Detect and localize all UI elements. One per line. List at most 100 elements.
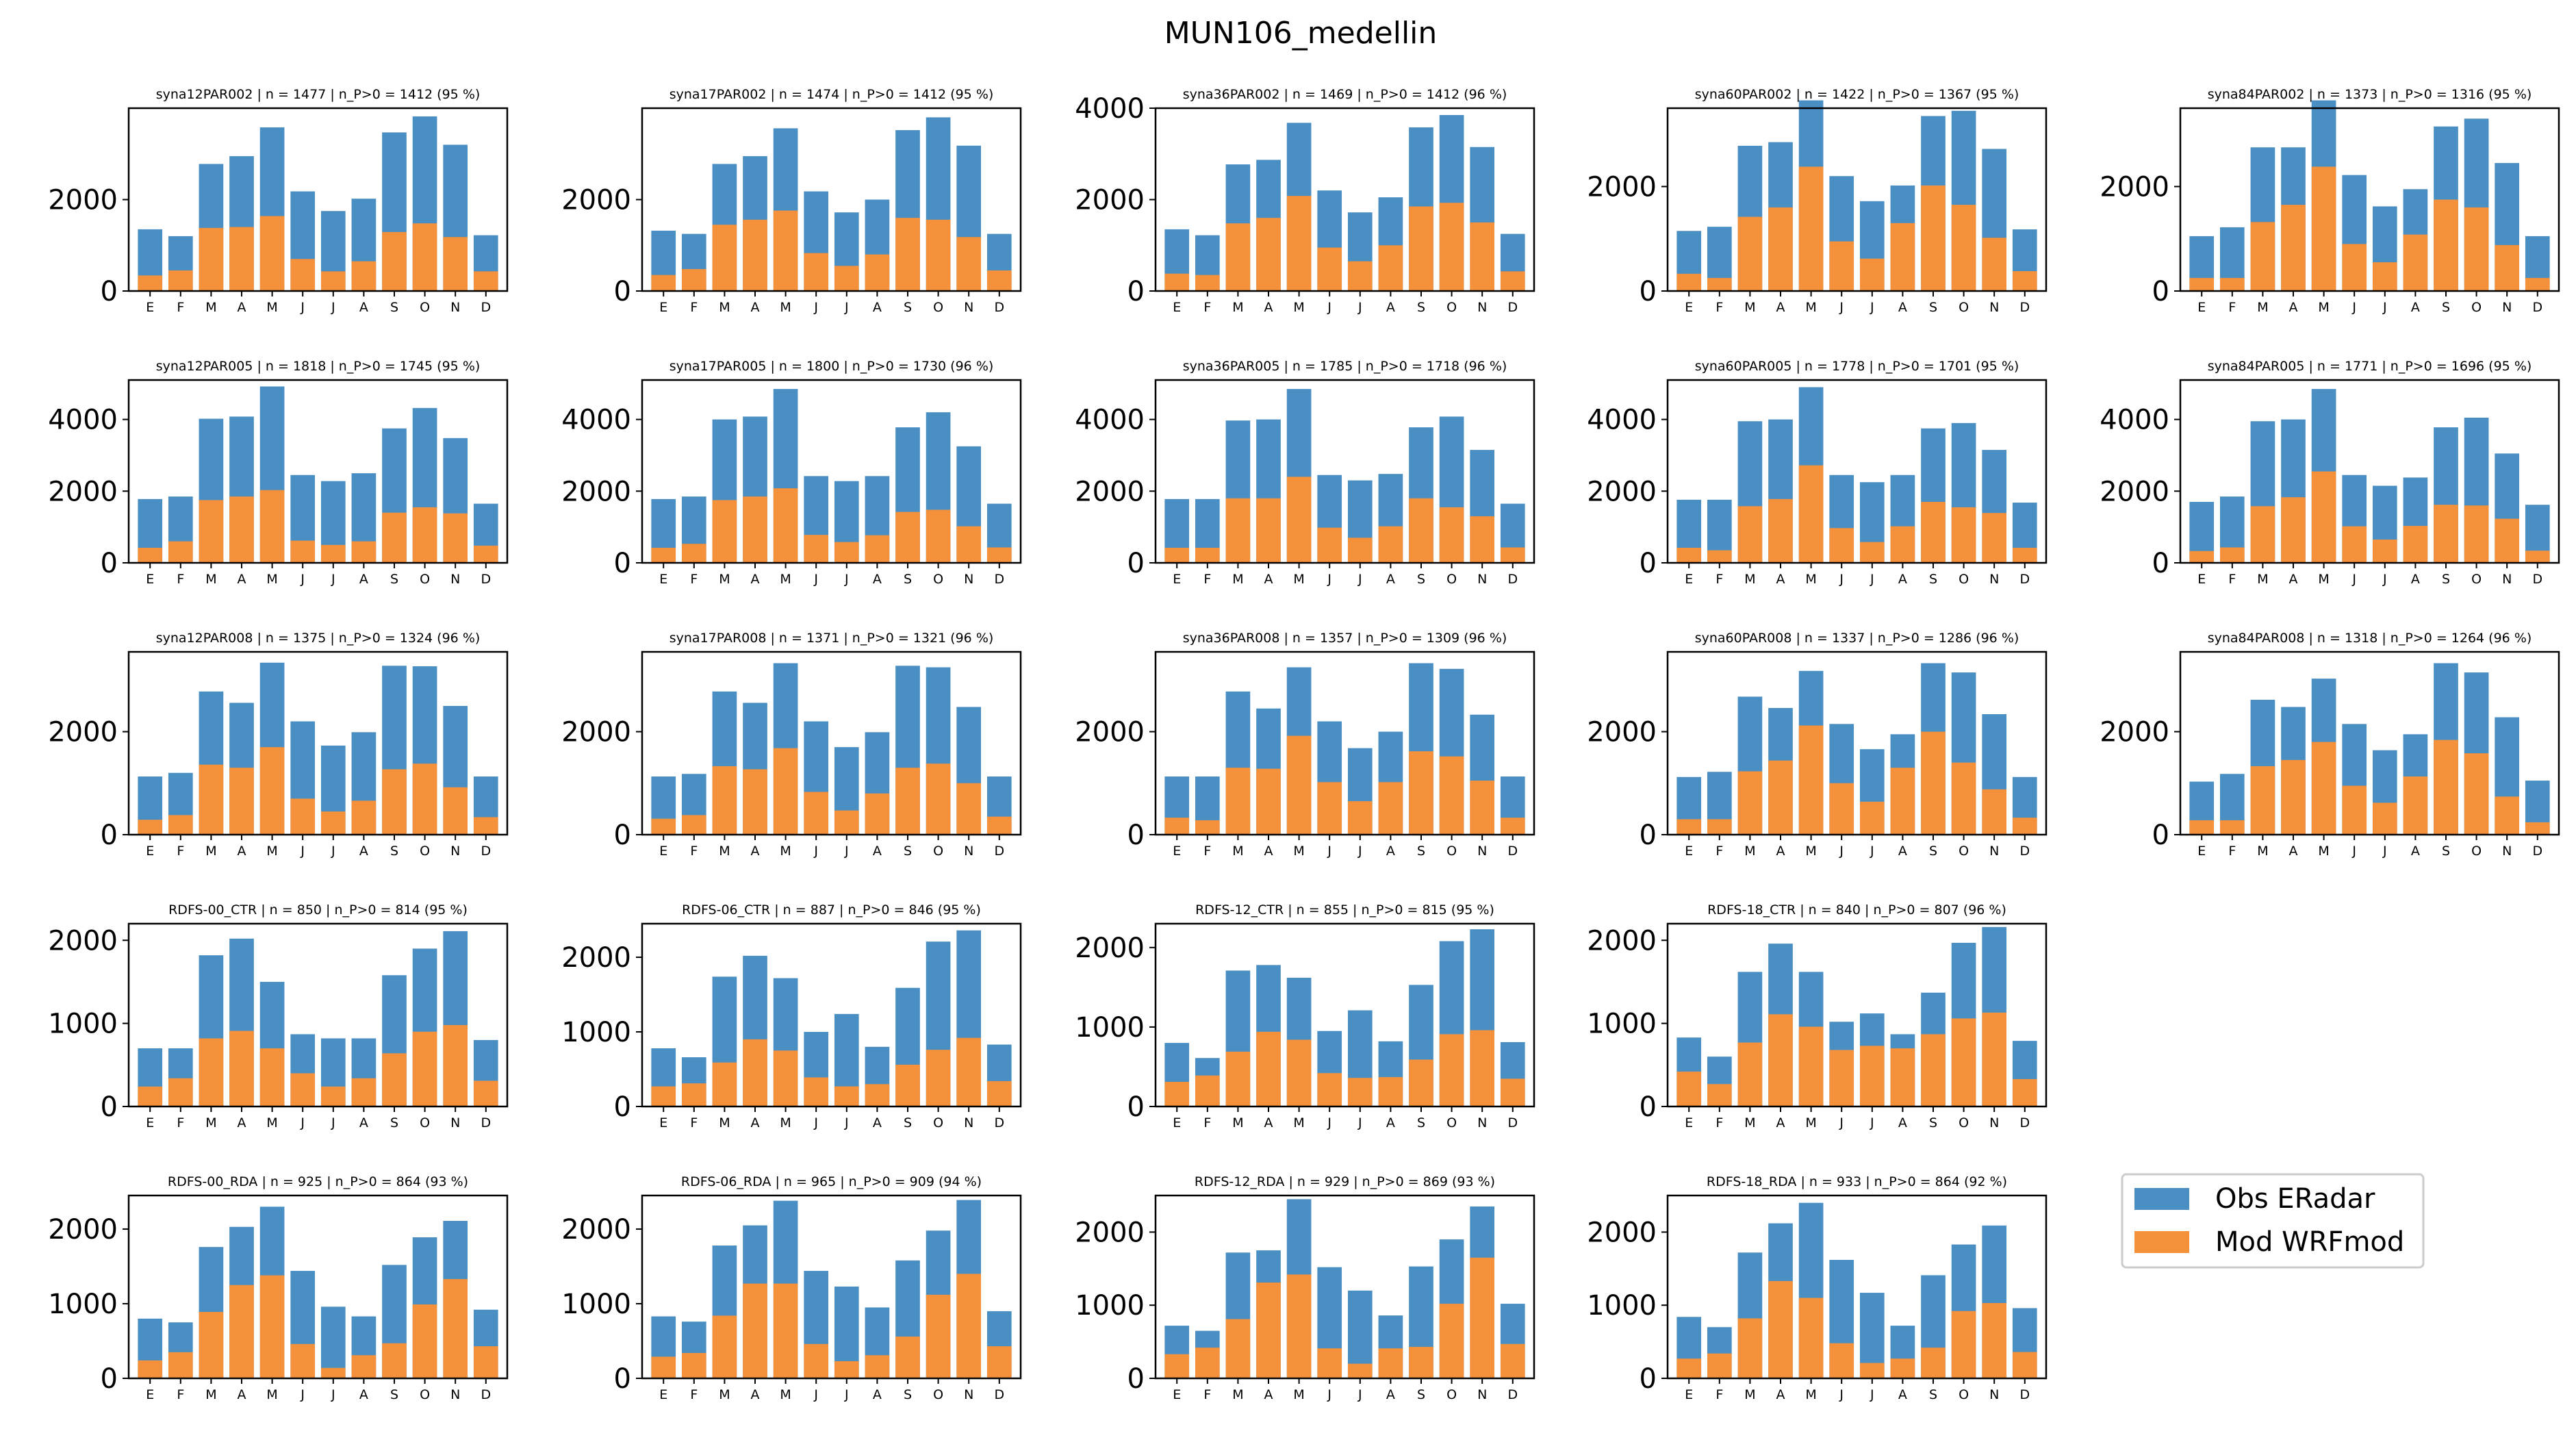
y-tick-label: 0 [1640, 1363, 1657, 1395]
x-tick-label: J [813, 1115, 818, 1130]
x-tick-label: J [331, 1387, 335, 1402]
bar-mod [1195, 820, 1220, 835]
bar-mod [926, 219, 951, 291]
bar-mod [199, 500, 224, 563]
x-tick-label: S [2442, 572, 2450, 587]
x-tick-label: A [1776, 1115, 1785, 1130]
x-tick-label: J [2382, 300, 2387, 315]
x-tick-label: M [719, 572, 730, 587]
x-tick-label: J [813, 1387, 818, 1402]
x-tick-label: F [690, 844, 698, 859]
x-tick-label: F [1203, 572, 1211, 587]
bar-mod [412, 507, 437, 563]
x-tick-label: D [2019, 844, 2030, 859]
bar-mod [229, 496, 254, 563]
x-tick-label: D [2019, 572, 2030, 587]
y-tick-label: 1000 [561, 1017, 631, 1048]
axes-frame [127, 922, 509, 1108]
x-tick-label: F [690, 572, 698, 587]
x-tick-label: E [2197, 572, 2206, 587]
axes-frame [641, 1194, 1022, 1380]
x-tick-label: D [994, 844, 1004, 859]
x-tick-label: J [300, 1115, 305, 1130]
y-tick-label: 0 [614, 1091, 631, 1123]
bar-mod [473, 817, 498, 835]
y-tick-label: 1000 [48, 1289, 118, 1320]
x-tick-label: D [2019, 1387, 2030, 1402]
y-tick-label: 2000 [1587, 171, 1657, 203]
x-tick-label: N [1989, 844, 1999, 859]
x-tick-label: N [1477, 1115, 1487, 1130]
x-tick-label: O [1959, 1115, 1969, 1130]
x-tick-label: E [1173, 844, 1181, 859]
bar-mod [168, 815, 193, 835]
subplot: syna12PAR005 | n = 1818 | n_P>0 = 1745 (… [48, 359, 509, 587]
x-tick-label: A [238, 1387, 246, 1402]
bar-mod [2525, 277, 2550, 291]
bar-mod [2250, 506, 2275, 563]
y-tick-label: 1000 [1075, 1012, 1145, 1044]
x-tick-label: A [1898, 1115, 1907, 1130]
x-tick-label: A [1386, 300, 1395, 315]
x-tick-label: N [1989, 1387, 1999, 1402]
bar-mod [2012, 548, 2037, 563]
bar-mod [681, 544, 706, 563]
x-tick-label: S [390, 844, 398, 859]
x-tick-label: J [813, 844, 818, 859]
axes-frame [1666, 650, 2048, 836]
bar-mod [1256, 1031, 1281, 1106]
subplot: syna36PAR005 | n = 1785 | n_P>0 = 1718 (… [1075, 359, 1535, 587]
x-tick-label: D [1507, 844, 1518, 859]
bar-mod [804, 1077, 829, 1106]
axes-frame [1666, 922, 2048, 1108]
x-tick-label: S [1417, 300, 1425, 315]
x-tick-label: A [359, 1115, 368, 1130]
bar-mod [1859, 542, 1885, 563]
subplot-title: RDFS-00_CTR | n = 850 | n_P>0 = 814 (95 … [168, 902, 468, 918]
subplot: syna60PAR008 | n = 1337 | n_P>0 = 1286 (… [1587, 631, 2048, 859]
bar-mod [1768, 498, 1793, 563]
x-tick-label: E [659, 1387, 667, 1402]
bar-mod [2495, 518, 2520, 563]
bar-mod [743, 769, 767, 835]
bar-mod [834, 1086, 859, 1106]
subplot: syna17PAR005 | n = 1800 | n_P>0 = 1730 (… [561, 359, 1022, 587]
x-tick-label: N [2502, 572, 2512, 587]
subplot: syna17PAR002 | n = 1474 | n_P>0 = 1412 (… [561, 87, 1022, 315]
bar-mod [2250, 222, 2275, 291]
y-tick-label: 2000 [561, 185, 631, 216]
x-tick-label: J [813, 300, 818, 315]
x-tick-label: M [1805, 300, 1816, 315]
x-tick-label: F [2228, 572, 2236, 587]
x-tick-label: S [2442, 300, 2450, 315]
x-tick-label: O [933, 1115, 943, 1130]
x-tick-label: J [1870, 1387, 1874, 1402]
x-tick-label: A [359, 1387, 368, 1402]
bar-mod [865, 535, 890, 563]
bar-mod [743, 496, 767, 563]
x-tick-label: F [1716, 300, 1723, 315]
subplot-title: syna60PAR008 | n = 1337 | n_P>0 = 1286 (… [1695, 631, 2019, 646]
x-tick-label: M [2318, 844, 2329, 859]
bar-mod [138, 1360, 163, 1378]
axes-frame [127, 650, 509, 836]
bar-mod [1317, 1348, 1342, 1378]
bar-mod [412, 763, 437, 835]
x-tick-label: O [420, 300, 430, 315]
x-tick-label: E [146, 1115, 154, 1130]
bar-mod [1317, 782, 1342, 835]
bar-mod [1378, 1077, 1403, 1106]
bar-mod [443, 1025, 468, 1106]
bar-mod [834, 542, 859, 563]
x-tick-label: A [1898, 1387, 1907, 1402]
x-tick-label: M [266, 844, 277, 859]
x-tick-label: F [177, 1115, 184, 1130]
x-tick-label: M [205, 1115, 216, 1130]
x-tick-label: A [1264, 844, 1273, 859]
x-tick-label: M [1805, 572, 1816, 587]
bar-mod [956, 237, 982, 291]
subplot: syna84PAR008 | n = 1318 | n_P>0 = 1264 (… [2100, 631, 2560, 859]
bar-mod [2525, 551, 2550, 563]
bar-mod [712, 225, 737, 291]
y-tick-label: 2000 [48, 925, 118, 957]
